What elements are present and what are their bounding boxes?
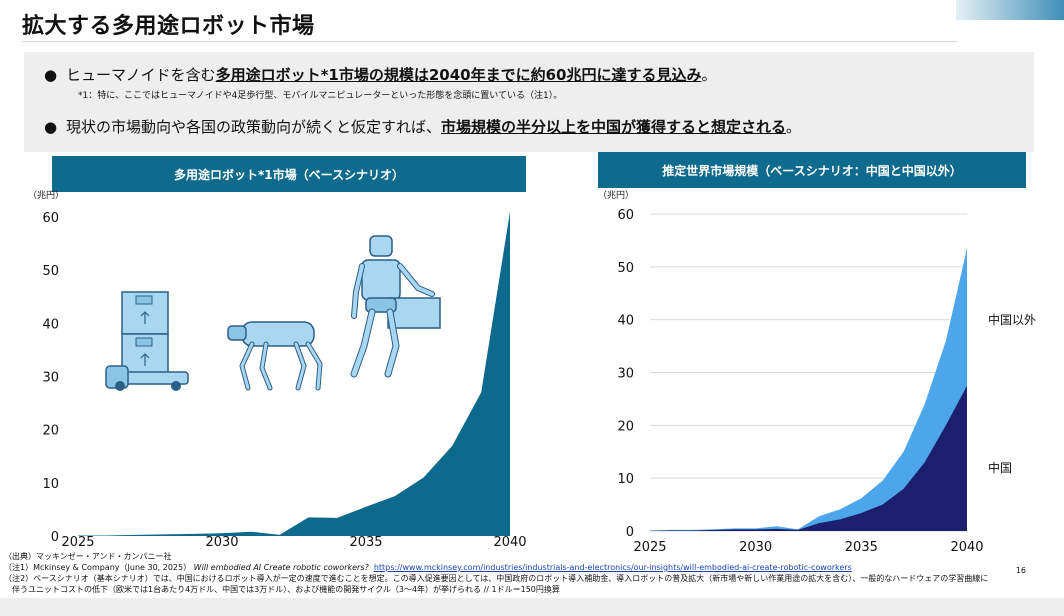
area-china: [650, 385, 967, 531]
right-chart-header: 推定世界市場規模（ベースシナリオ：中国と中国以外）: [598, 152, 1026, 188]
left-chart-header: 多用途ロボット*1市場（ベースシナリオ）: [52, 156, 526, 192]
bullet-dot-icon: ●: [44, 66, 58, 84]
right-x-ticks: 2025 2030 2035 2040: [633, 540, 983, 555]
source-line-3: （注2）ベースシナリオ（基本シナリオ）では、中国におけるロボット導入が一定の速度…: [4, 574, 989, 583]
left-x-tick-label: 2025: [61, 535, 94, 550]
right-y-tick-label: 30: [617, 367, 634, 382]
source-line-4: 伴うユニットコストの低下（欧米では1台あたり4万ドル、中国では3万ドル）、および…: [12, 585, 560, 594]
left-y-tick-label: 10: [42, 477, 59, 492]
left-x-tick-label: 2035: [349, 535, 382, 550]
right-x-tick-label: 2030: [739, 540, 772, 555]
left-y-tick-label: 20: [42, 424, 59, 439]
title-divider: [22, 41, 958, 42]
right-y-tick-label: 60: [617, 208, 634, 223]
right-y-tick-label: 0: [626, 525, 634, 540]
quadruped-robot-icon: [227, 321, 323, 391]
legend-label-non-china: 中国以外: [988, 312, 1036, 327]
bullet1-post: 。: [701, 66, 717, 84]
summary-box: ● ヒューマノイドを含む多用途ロボット*1市場の規模は2040年までに約60兆円に…: [24, 52, 1034, 152]
bullet2-pre: 現状の市場動向や各国の政策動向が続くと仮定すれば、: [66, 118, 442, 136]
left-y-ticks: 0 10 20 30 40 50 60: [42, 211, 59, 545]
source-line-2: （注1）Mckinsey & Company（June 30, 2025） Wi…: [4, 562, 852, 573]
right-x-tick-label: 2025: [633, 540, 666, 555]
source-line-1: （出典）マッキンゼー・アンド・カンパニー社: [4, 552, 172, 561]
left-y-tick-label: 30: [42, 371, 59, 386]
right-y-tick-label: 40: [617, 314, 634, 329]
right-y-axis-unit: （兆円）: [598, 190, 634, 201]
left-y-tick-label: 60: [42, 211, 59, 226]
bullet-dot-icon: ●: [44, 118, 58, 136]
left-y-tick-label: 0: [51, 530, 59, 545]
source-line-2-prefix: （注1）Mckinsey & Company（June 30, 2025）: [4, 563, 192, 572]
bullet2-post: 。: [786, 118, 802, 136]
left-x-tick-label: 2040: [493, 535, 526, 550]
summary-bullet-1: ● ヒューマノイドを含む多用途ロボット*1市場の規模は2040年までに約60兆円に…: [44, 64, 716, 85]
left-y-tick-label: 40: [42, 317, 59, 332]
legend-label-china: 中国: [988, 460, 1012, 475]
corner-accent: [956, 0, 1064, 20]
bullet1-highlight: 多用途ロボット*1市場の規模は2040年までに約60兆円に達する見込み: [215, 66, 702, 84]
bullet2-highlight: 市場規模の半分以上を中国が獲得すると想定される: [441, 118, 787, 136]
left-y-axis-unit: （兆円）: [28, 190, 64, 201]
bottom-bar: [0, 598, 1064, 616]
humanoid-robot-carrying-box-icon: [350, 235, 441, 378]
right-y-tick-label: 10: [617, 472, 634, 487]
source-article-title: Will embodied AI Create robotic coworker…: [193, 563, 369, 572]
left-x-tick-label: 2030: [205, 535, 238, 550]
summary-footnote: *1：特に、ここではヒューマノイドや4足歩行型、モバイルマニピュレーターといった…: [78, 91, 563, 101]
page-number: 16: [1015, 566, 1026, 575]
bullet1-pre: ヒューマノイドを含む: [66, 66, 216, 84]
mobile-robot-with-boxes-icon: [105, 291, 189, 391]
left-market-area: [78, 211, 510, 536]
right-y-ticks: 0 10 20 30 40 50 60: [617, 208, 634, 540]
right-y-tick-label: 50: [617, 261, 634, 276]
slide-title: 拡大する多用途ロボット市場: [22, 14, 315, 39]
left-y-tick-label: 50: [42, 264, 59, 279]
source-link[interactable]: https://www.mckinsey.com/industries/indu…: [373, 563, 852, 572]
right-x-tick-label: 2040: [950, 540, 983, 555]
summary-bullet-2: ● 現状の市場動向や各国の政策動向が続くと仮定すれば、市場規模の半分以上を中国が獲…: [44, 116, 801, 137]
left-x-ticks: 2025 2030 2035 2040: [61, 535, 526, 550]
right-x-tick-label: 2035: [845, 540, 878, 555]
right-y-tick-label: 20: [617, 419, 634, 434]
